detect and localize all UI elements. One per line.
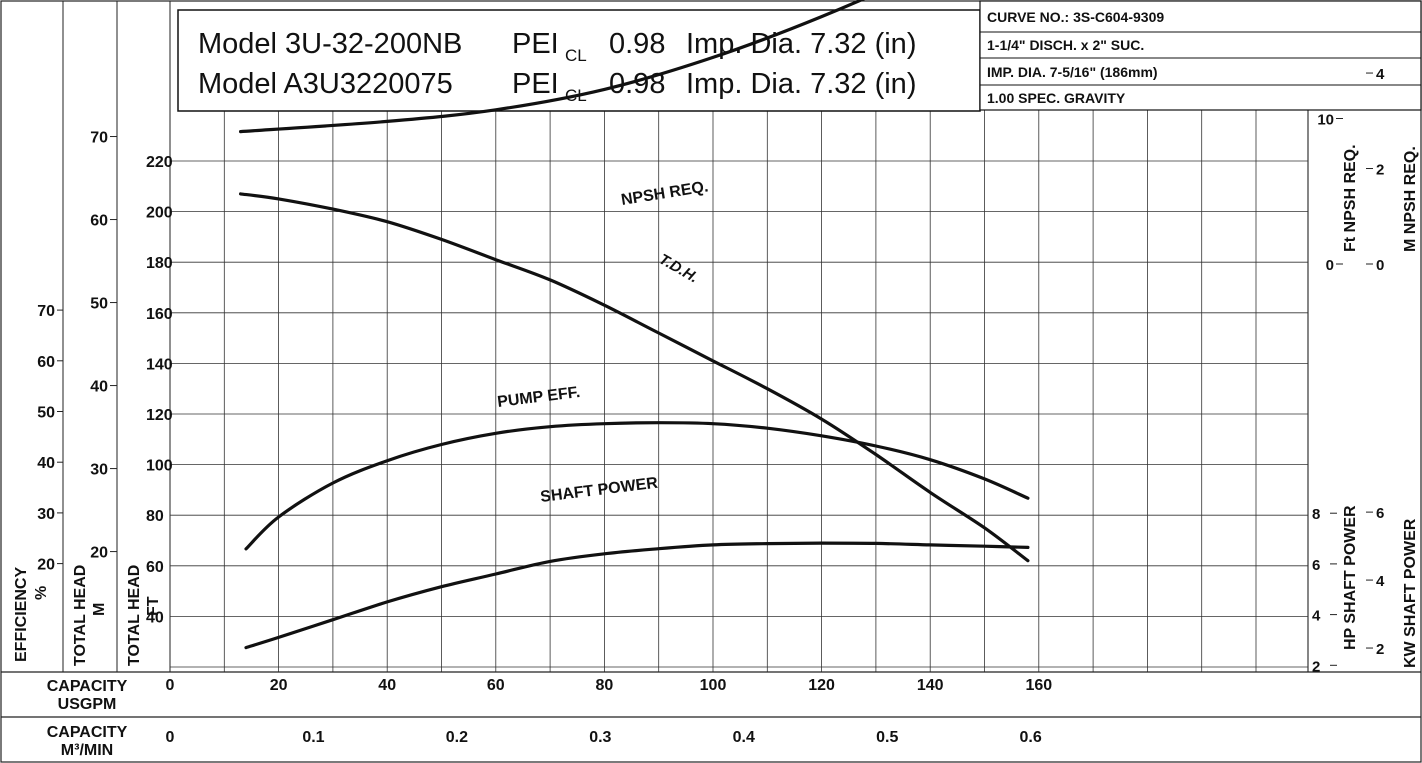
- kw-tick-label: 6: [1376, 505, 1384, 522]
- pei-value: 0.98: [609, 28, 665, 60]
- kw-tick-label: 2: [1376, 641, 1384, 658]
- npsh-ft-tick-label: 10: [1317, 112, 1334, 129]
- capacity-usgpm-tick-label: 60: [487, 677, 505, 694]
- capacity-usgpm-tick-label: 100: [700, 677, 727, 694]
- head-m-axis-title: TOTAL HEAD: [72, 565, 89, 666]
- capacity-usgpm-unit: USGPM: [58, 696, 117, 713]
- efficiency-tick-label: 40: [37, 455, 55, 472]
- npsh-m-axis-title: M NPSH REQ.: [1402, 146, 1419, 252]
- head-ft-tick-label: 100: [146, 458, 173, 475]
- kw-axis-title: KW SHAFT POWER: [1402, 518, 1419, 668]
- capacity-m3-tick-label: 0: [166, 729, 175, 746]
- head-m-axis-unit: M: [91, 603, 108, 616]
- curve-layer: [239, 0, 1030, 650]
- head-m-tick-label: 60: [90, 213, 108, 230]
- head-m-tick-label: 30: [90, 462, 108, 479]
- capacity-m3-tick-label: 0.1: [302, 729, 324, 746]
- efficiency-tick-label: 70: [37, 303, 55, 320]
- head-ft-tick-label: 40: [146, 609, 164, 626]
- efficiency-tick-label: 50: [37, 405, 55, 422]
- efficiency-tick-label: 30: [37, 506, 55, 523]
- pei-label: PEI: [512, 68, 559, 100]
- model-name: Model 3U-32-200NB: [198, 28, 462, 60]
- head-ft-axis-unit: FT: [145, 596, 162, 616]
- head-ft-tick-label: 140: [146, 356, 173, 373]
- capacity-m3-tick-label: 0.6: [1020, 729, 1042, 746]
- npsh-m-tick-label: 2: [1376, 162, 1384, 179]
- power-curve-label: SHAFT POWER: [539, 475, 659, 506]
- head-m-tick-label: 70: [90, 130, 108, 147]
- capacity-usgpm-title: CAPACITY: [47, 678, 128, 695]
- capacity-m3-tick-label: 0.3: [589, 729, 611, 746]
- capacity-usgpm-tick-label: 120: [808, 677, 835, 694]
- tdh-curve: [239, 192, 1030, 563]
- capacity-m3-tick-label: 0.2: [446, 729, 468, 746]
- hp-tick-label: 2: [1312, 658, 1320, 675]
- head-ft-tick-label: 80: [146, 508, 164, 525]
- model-name: Model A3U3220075: [198, 68, 453, 100]
- head-ft-tick-label: 220: [146, 154, 173, 171]
- npsh-curve-label: NPSH REQ.: [620, 178, 710, 209]
- axis-ticks: 7060504030207060504030202202001801601401…: [37, 66, 1385, 746]
- specific-gravity: 1.00 SPEC. GRAVITY: [987, 90, 1126, 106]
- kw-tick-label: 4: [1376, 573, 1385, 590]
- capacity-m3-tick-label: 0.5: [876, 729, 898, 746]
- head-ft-tick-label: 200: [146, 205, 173, 222]
- pei-subscript: CL: [565, 46, 587, 65]
- capacity-m3-tick-label: 0.4: [733, 729, 755, 746]
- tdh-curve-label: T.D.H.: [656, 251, 701, 287]
- head-m-tick-label: 20: [90, 545, 108, 562]
- model-line-1: Model 3U-32-200NB PEI CL 0.98 Imp. Dia. …: [198, 28, 916, 65]
- npsh-m-tick-label: 4: [1376, 66, 1385, 83]
- pei-label: PEI: [512, 28, 559, 60]
- curve-number: CURVE NO.: 3S-C604-9309: [987, 9, 1164, 25]
- pei-value: 0.98: [609, 68, 665, 100]
- head-ft-tick-label: 180: [146, 255, 173, 272]
- pump-efficiency-curve: [244, 421, 1030, 551]
- plot-grid: [170, 110, 1309, 672]
- head-ft-tick-label: 120: [146, 407, 173, 424]
- head-ft-tick-label: 60: [146, 559, 164, 576]
- efficiency-axis-title: EFFICIENCY: [13, 567, 30, 662]
- efficiency-tick-label: 60: [37, 354, 55, 371]
- eff-curve-label: PUMP EFF.: [496, 384, 581, 411]
- head-ft-tick-label: 160: [146, 306, 173, 323]
- head-ft-axis-title: TOTAL HEAD: [126, 565, 143, 666]
- head-m-tick-label: 50: [90, 296, 108, 313]
- connection-size: 1-1/4" DISCH. x 2" SUC.: [987, 37, 1144, 53]
- capacity-usgpm-tick-label: 20: [270, 677, 288, 694]
- capacity-usgpm-tick-label: 40: [378, 677, 396, 694]
- shaft-power-curve: [244, 541, 1030, 650]
- curve-info-box: [979, 0, 1422, 111]
- capacity-usgpm-tick-label: 80: [596, 677, 614, 694]
- npsh-ft-axis-title: Ft NPSH REQ.: [1342, 144, 1359, 252]
- capacity-usgpm-tick-label: 140: [917, 677, 944, 694]
- capacity-usgpm-tick-label: 160: [1025, 677, 1052, 694]
- hp-tick-label: 6: [1312, 557, 1320, 574]
- capacity-usgpm-tick-label: 0: [166, 677, 175, 694]
- model-line-2: Model A3U3220075 PEI CL 0.98 Imp. Dia. 7…: [198, 68, 916, 105]
- npsh-ft-tick-label: 0: [1326, 257, 1334, 274]
- hp-tick-label: 4: [1312, 608, 1321, 625]
- impeller-size: IMP. DIA. 7-5/16" (186mm): [987, 64, 1158, 80]
- hp-axis-title: HP SHAFT POWER: [1342, 505, 1359, 650]
- impeller-diameter: Imp. Dia. 7.32 (in): [686, 68, 916, 100]
- npsh-curve: [239, 0, 866, 134]
- hp-tick-label: 8: [1312, 506, 1320, 523]
- efficiency-tick-label: 20: [37, 557, 55, 574]
- capacity-m3-unit: M³/MIN: [61, 742, 113, 759]
- efficiency-axis-unit: %: [33, 586, 50, 600]
- head-m-tick-label: 40: [90, 379, 108, 396]
- npsh-m-tick-label: 0: [1376, 257, 1384, 274]
- capacity-m3-title: CAPACITY: [47, 724, 128, 741]
